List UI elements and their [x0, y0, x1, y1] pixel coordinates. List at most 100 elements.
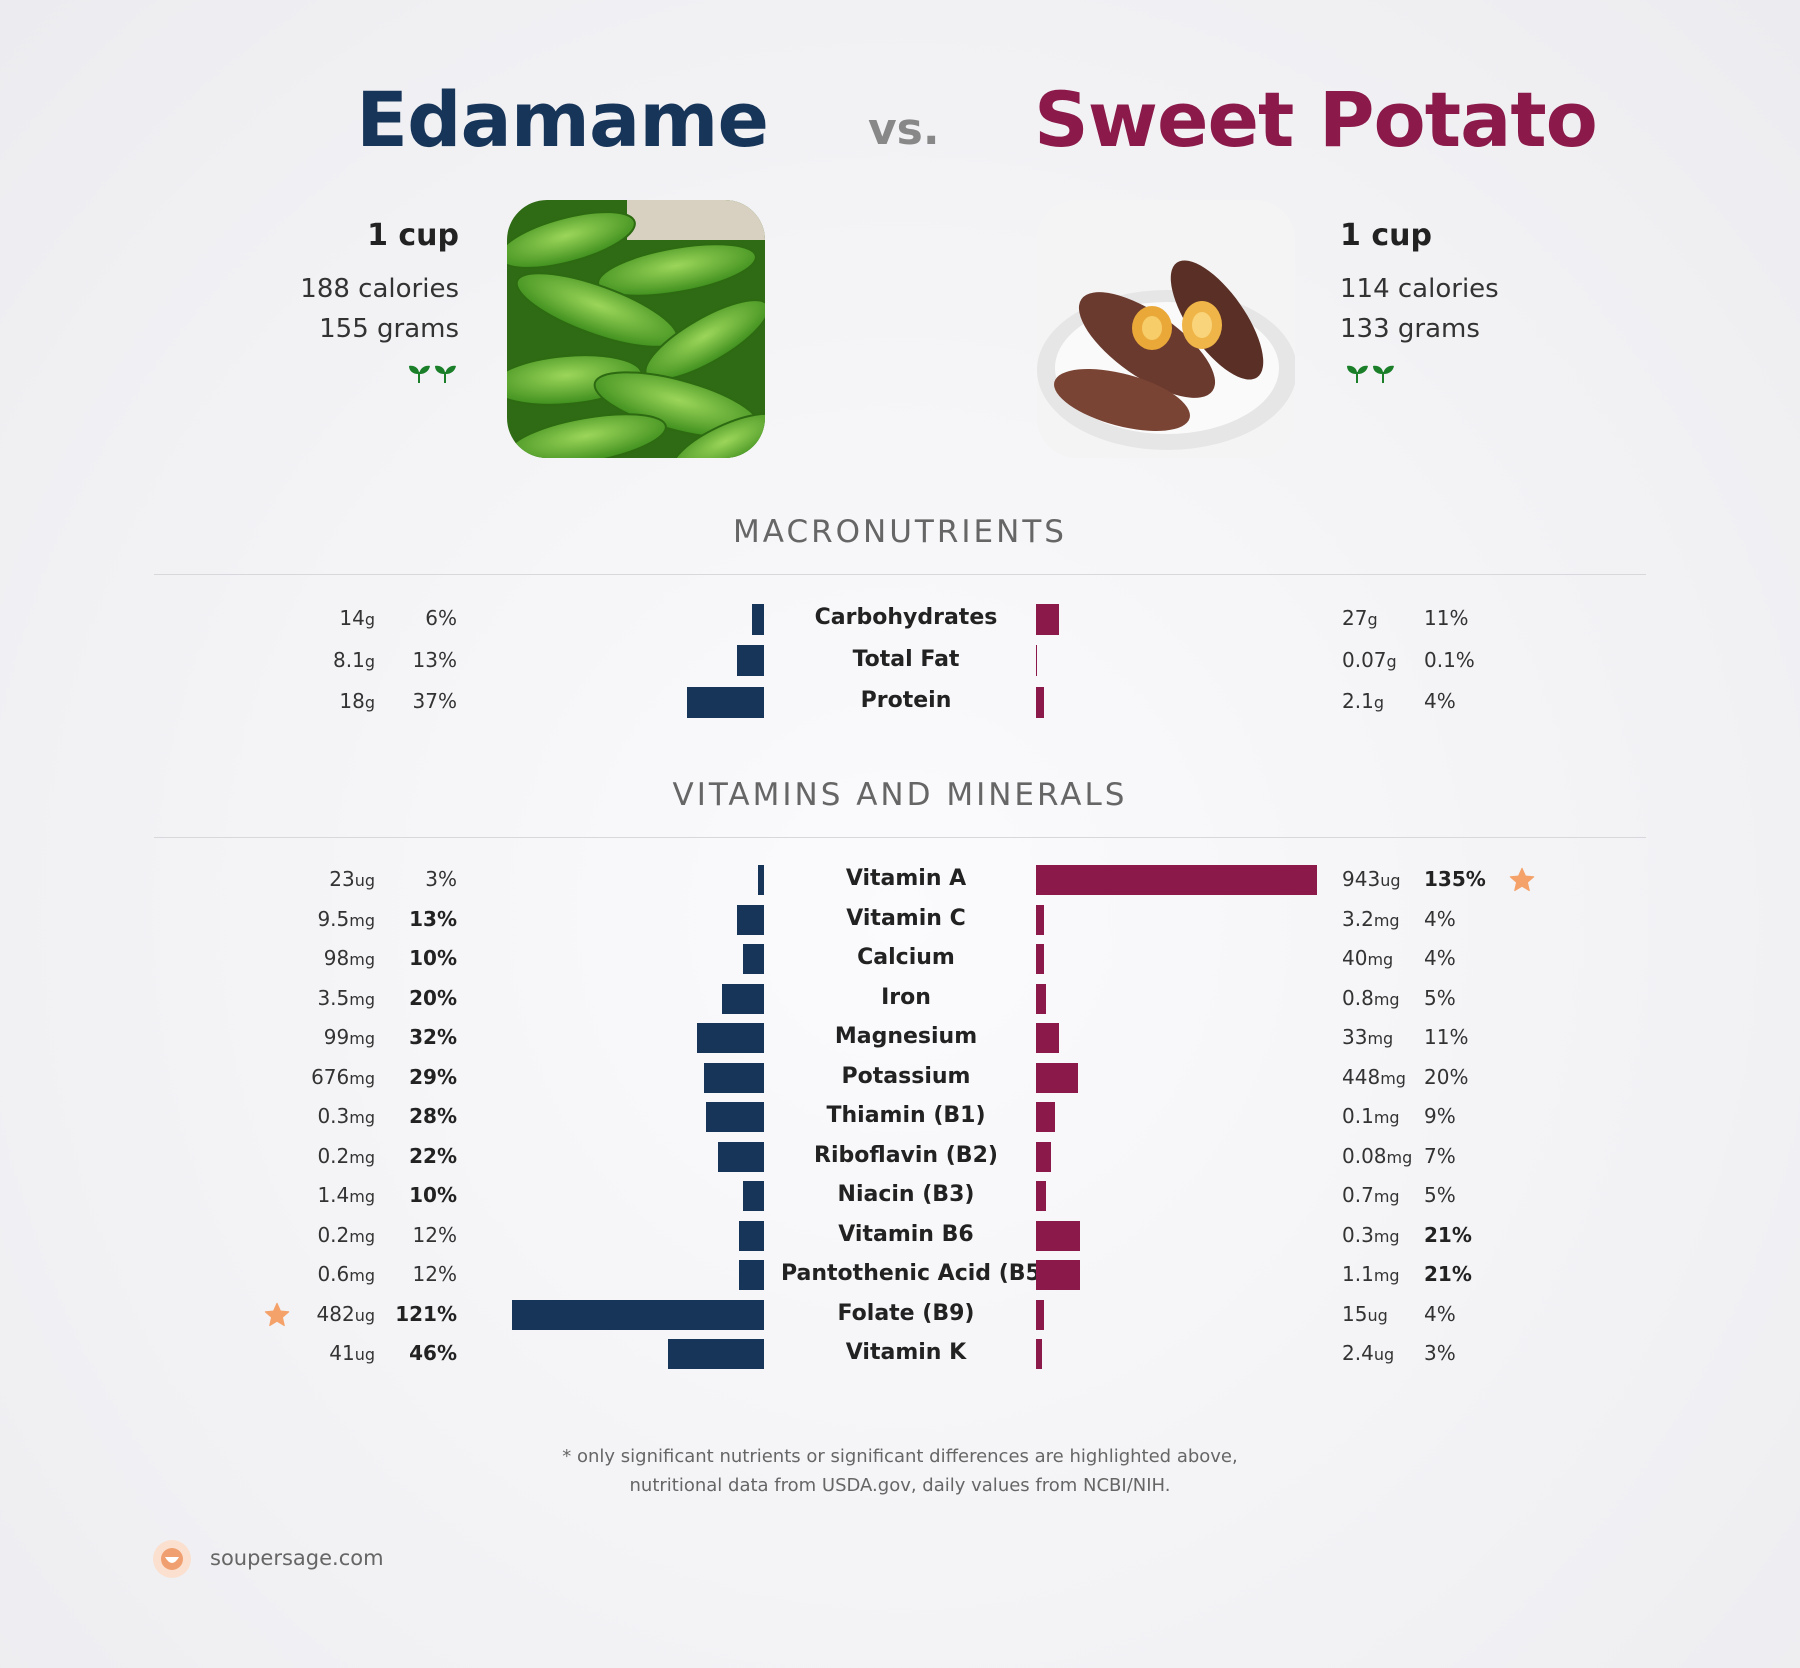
- nutrient-label: Total Fat: [852, 646, 960, 672]
- right-percent: 21%: [1424, 1262, 1472, 1286]
- right-percent: 4%: [1424, 906, 1456, 931]
- left-bar: [703, 1062, 764, 1093]
- amount-unit: mg: [1373, 1266, 1400, 1285]
- left-amount: 18g: [255, 689, 375, 713]
- right-bar: [1036, 983, 1047, 1014]
- left-percent: 10%: [409, 946, 457, 970]
- soupersage-logo-icon: [153, 1540, 191, 1578]
- amount-unit: mg: [349, 1187, 375, 1206]
- amount-unit: g: [1386, 651, 1397, 671]
- amount-value: 1.4: [317, 1183, 350, 1207]
- right-amount: 0.7mg: [1342, 1183, 1432, 1207]
- left-percent: 10%: [409, 1183, 457, 1207]
- amount-unit: mg: [1373, 1108, 1400, 1127]
- right-amount: 15ug: [1342, 1302, 1432, 1326]
- amount-unit: mg: [349, 1108, 375, 1127]
- amount-unit: g: [364, 610, 375, 629]
- site-link[interactable]: soupersage.com: [210, 1546, 384, 1570]
- amount-unit: g: [1373, 693, 1384, 712]
- amount-value: 0.2: [317, 1143, 350, 1168]
- nutrient-label: Vitamin B6: [838, 1221, 974, 1247]
- left-amount: 9.5mg: [255, 907, 375, 931]
- amount-unit: mg: [1373, 1187, 1400, 1206]
- left-bar: [751, 603, 764, 635]
- left-amount: 676mg: [255, 1065, 375, 1089]
- nutrient-label: Vitamin A: [845, 866, 967, 891]
- sweet-potato-image: [1037, 200, 1295, 458]
- right-amount: 1.1mg: [1342, 1262, 1432, 1286]
- left-percent: 12%: [412, 1262, 457, 1286]
- amount-value: 0.3: [1342, 1222, 1374, 1247]
- amount-value: 0.7: [1342, 1183, 1374, 1207]
- right-bar: [1036, 1102, 1055, 1132]
- divider: [154, 837, 1646, 838]
- amount-value: 1.1: [1342, 1262, 1374, 1286]
- right-percent: 4%: [1424, 1301, 1456, 1326]
- right-percent: 20%: [1424, 1064, 1469, 1089]
- left-bar: [736, 904, 764, 935]
- left-amount: 98mg: [255, 946, 375, 970]
- right-bar: [1036, 1023, 1059, 1053]
- amount-unit: mg: [349, 950, 375, 969]
- amount-unit: ug: [1380, 871, 1401, 890]
- left-bar: [757, 865, 764, 895]
- right-bar: [1036, 1141, 1051, 1172]
- amount-value: 0.2: [317, 1222, 350, 1247]
- right-bar: [1036, 1299, 1045, 1330]
- amount-value: 482: [316, 1301, 355, 1326]
- amount-unit: mg: [1380, 1068, 1406, 1088]
- amount-unit: ug: [354, 1345, 375, 1364]
- amount-value: 15: [1342, 1301, 1368, 1326]
- amount-value: 0.3: [317, 1104, 350, 1128]
- amount-value: 943: [1342, 867, 1381, 891]
- amount-unit: mg: [1373, 989, 1400, 1009]
- left-percent: 20%: [409, 985, 457, 1010]
- right-bar: [1036, 1220, 1080, 1251]
- amount-unit: mg: [349, 910, 375, 930]
- left-percent: 121%: [395, 1301, 457, 1326]
- amount-value: 9.5: [317, 906, 350, 931]
- amount-unit: g: [364, 651, 375, 671]
- amount-value: 0.08: [1342, 1143, 1387, 1168]
- right-bar: [1036, 1339, 1043, 1369]
- nutrient-label: Thiamin (B1): [826, 1103, 986, 1128]
- right-food-title: Sweet Potato: [1034, 75, 1598, 164]
- nutrient-label: Pantothenic Acid (B5): [781, 1261, 1051, 1286]
- right-percent: 11%: [1424, 606, 1469, 630]
- left-amount: 99mg: [255, 1025, 375, 1049]
- right-grams: 133 grams: [1340, 314, 1480, 344]
- right-percent: 3%: [1424, 1341, 1456, 1365]
- amount-unit: g: [1367, 610, 1378, 629]
- right-percent: 11%: [1424, 1025, 1469, 1049]
- amount-unit: mg: [349, 1147, 375, 1167]
- amount-unit: ug: [1373, 1345, 1395, 1364]
- left-serving: 1 cup: [367, 218, 459, 253]
- highlight-star-icon: [1509, 867, 1535, 892]
- amount-value: 0.6: [317, 1262, 350, 1286]
- amount-value: 2.1: [1342, 689, 1374, 713]
- left-amount: 0.6mg: [255, 1262, 375, 1286]
- nutrient-label: Iron: [881, 984, 931, 1010]
- vs-label: vs.: [868, 104, 940, 155]
- left-bar: [743, 944, 764, 974]
- nutrient-label: Calcium: [857, 945, 955, 970]
- right-amount: 943ug: [1342, 867, 1432, 891]
- sprout-icon: [409, 365, 456, 383]
- left-bar: [736, 645, 764, 676]
- left-food-title: Edamame: [356, 75, 769, 164]
- amount-value: 23: [329, 867, 355, 891]
- left-bar: [697, 1023, 764, 1053]
- nutrient-label: Magnesium: [834, 1024, 978, 1049]
- vitamins-heading: VITAMINS AND MINERALS: [672, 777, 1128, 813]
- amount-unit: mg: [1373, 910, 1400, 930]
- amount-value: 33: [1342, 1025, 1368, 1049]
- right-bar: [1036, 645, 1037, 676]
- amount-value: 27: [1342, 606, 1368, 630]
- left-amount: 14g: [255, 606, 375, 630]
- right-amount: 448mg: [1342, 1065, 1432, 1089]
- amount-value: 0.07: [1342, 647, 1387, 672]
- right-amount: 0.07g: [1342, 648, 1432, 672]
- left-bar: [743, 1181, 764, 1211]
- left-bar: [512, 1299, 764, 1330]
- right-amount: 27g: [1342, 606, 1432, 630]
